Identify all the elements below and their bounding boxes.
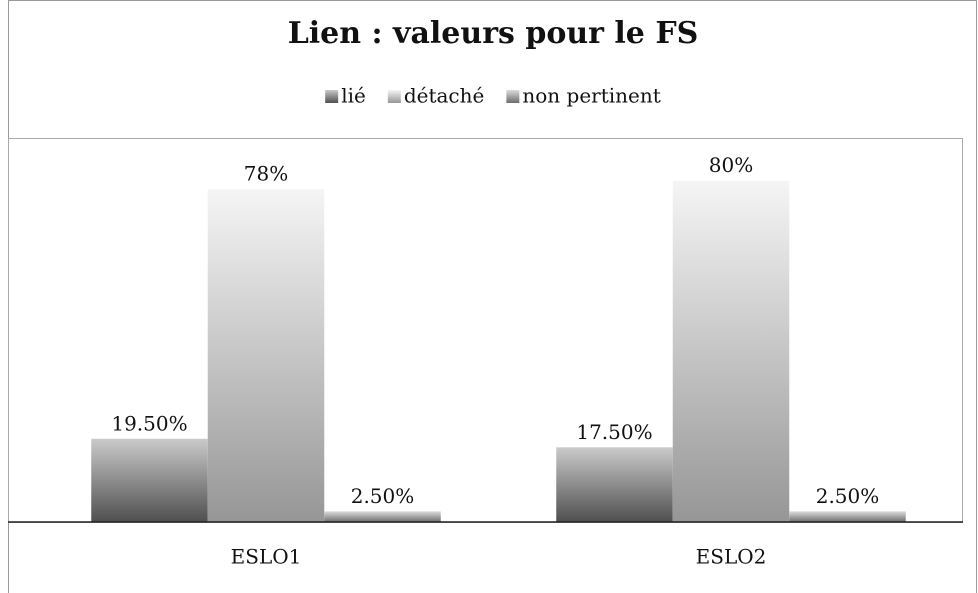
data-label: 2.50% (351, 484, 415, 508)
x-tick-label: ESLO1 (231, 545, 302, 569)
bar (324, 511, 441, 522)
legend-label: non pertinent (522, 84, 660, 108)
data-label: 17.50% (576, 420, 652, 444)
data-label: 19.50% (111, 411, 187, 435)
bar (789, 511, 906, 522)
chart-title: Lien : valeurs pour le FS (288, 16, 699, 51)
data-label: 78% (244, 162, 288, 186)
legend-label: lié (341, 84, 366, 108)
legend: lié détaché non pertinent (325, 84, 661, 108)
data-label: 80% (709, 153, 753, 177)
bar (91, 438, 208, 522)
bar (672, 180, 790, 522)
data-label: 2.50% (816, 484, 880, 508)
bar (207, 189, 325, 522)
legend-swatch (506, 90, 520, 103)
legend-label: détaché (404, 84, 485, 108)
legend-swatch (325, 90, 339, 103)
legend-swatch (387, 90, 401, 103)
bar (556, 447, 673, 522)
x-tick-label: ESLO2 (696, 545, 767, 569)
